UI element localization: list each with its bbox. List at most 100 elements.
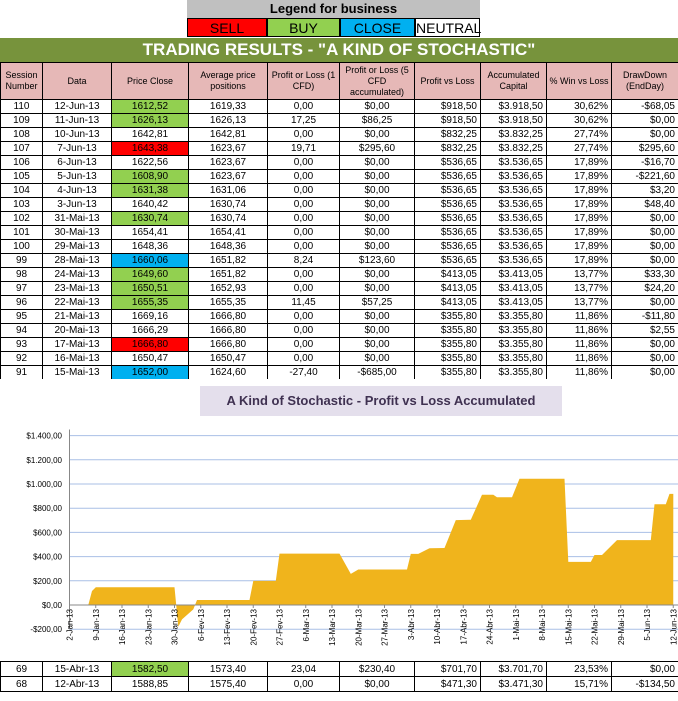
table-cell: $413,05: [414, 281, 481, 296]
table-cell: $0,00: [339, 281, 415, 296]
table-cell: 1642,81: [188, 127, 268, 142]
table-cell: -$68,05: [611, 99, 678, 114]
table-row: 68 12-Abr-13 1588,85 1575,40 0,00 $0,00 $471,3…: [0, 676, 678, 692]
table-cell: $3.536,65: [480, 239, 547, 254]
table-row: 106 6-Jun-13 1622,56 1623,67 0,00 $0,00 $536,6…: [0, 155, 678, 170]
table-cell: 1654,41: [188, 225, 268, 240]
column-header: % Win vs Loss: [546, 62, 612, 100]
table-cell: $3.355,80: [480, 323, 547, 338]
table-cell: $536,65: [414, 183, 481, 198]
table-cell: $33,30: [611, 267, 678, 282]
table-cell: $918,50: [414, 99, 481, 114]
price-close-cell: 1648,36: [111, 239, 189, 254]
table-cell: $0,00: [339, 337, 415, 352]
table-row: 97 23-Mai-13 1650,51 1652,93 0,00 $0,00 $413,0…: [0, 281, 678, 296]
price-close-cell: 1630,74: [111, 211, 189, 226]
table-cell: 17,89%: [546, 253, 612, 268]
x-tick-label: 23-Jan-13: [144, 608, 153, 645]
legend: Legend for business SELL BUY CLOSE NEUTRAL: [187, 0, 481, 37]
price-close-cell: 1666,80: [111, 337, 189, 352]
x-tick-label: 20-Fev-13: [249, 608, 258, 645]
x-tick-label: 27-Mar-13: [381, 608, 390, 645]
price-close-cell: 1626,13: [111, 113, 189, 128]
table-cell: $0,00: [611, 351, 678, 366]
table-row: 69 15-Abr-13 1582,50 1573,40 23,04 $230,40 $70…: [0, 661, 678, 677]
table-cell: 0,00: [267, 676, 340, 692]
table-cell: 28-Mai-13: [42, 253, 112, 268]
table-cell: 15,71%: [546, 676, 612, 692]
table-cell: 1650,47: [188, 351, 268, 366]
table-cell: 17,89%: [546, 183, 612, 198]
x-tick-label: 3-Abr-13: [407, 608, 416, 640]
legend-close: CLOSE: [340, 18, 415, 37]
table-cell: 17,89%: [546, 169, 612, 184]
table-cell: 1626,13: [188, 113, 268, 128]
table-cell: $0,00: [339, 197, 415, 212]
price-close-cell: 1650,47: [111, 351, 189, 366]
table-row: 108 10-Jun-13 1642,81 1642,81 0,00 $0,00 $832,…: [0, 127, 678, 142]
y-tick-label: $1.200,00: [26, 456, 62, 465]
column-header: Data: [42, 62, 112, 100]
legend-sell: SELL: [187, 18, 267, 37]
price-close-cell: 1608,90: [111, 169, 189, 184]
table-cell: 24-Mai-13: [42, 267, 112, 282]
table-cell: 0,00: [267, 239, 340, 254]
table-cell: 1575,40: [188, 676, 268, 692]
table-row: 105 5-Jun-13 1608,90 1623,67 0,00 $0,00 $536,6…: [0, 169, 678, 184]
table-cell: $3.413,05: [480, 267, 547, 282]
table-row: 93 17-Mai-13 1666,80 1666,80 0,00 $0,00 $355,8…: [0, 337, 678, 352]
table-cell: 22-Mai-13: [42, 295, 112, 310]
table-row: 99 28-Mai-13 1660,06 1651,82 8,24 $123,60 $536…: [0, 253, 678, 268]
table-cell: $0,00: [339, 183, 415, 198]
table-row: 109 11-Jun-13 1626,13 1626,13 17,25 $86,25 $91…: [0, 113, 678, 128]
table-cell: 104: [0, 183, 43, 198]
results-table-continued: 69 15-Abr-13 1582,50 1573,40 23,04 $230,40 $70…: [0, 661, 678, 692]
price-close-cell: 1654,41: [111, 225, 189, 240]
column-header: Session Number: [0, 62, 43, 100]
table-cell: $295,60: [339, 141, 415, 156]
table-cell: $471,30: [414, 676, 481, 692]
table-cell: $0,00: [611, 211, 678, 226]
table-cell: 30,62%: [546, 113, 612, 128]
table-cell: $0,00: [339, 127, 415, 142]
table-cell: 1619,33: [188, 99, 268, 114]
y-tick-label: $1.400,00: [26, 432, 62, 441]
table-cell: $0,00: [339, 323, 415, 338]
table-cell: 101: [0, 225, 43, 240]
table-cell: 16-Mai-13: [42, 351, 112, 366]
table-cell: 96: [0, 295, 43, 310]
table-cell: $0,00: [611, 295, 678, 310]
legend-title: Legend for business: [187, 0, 480, 18]
results-table: Session Number Data Price Close Average pri…: [0, 62, 678, 380]
price-close-cell: 1649,60: [111, 267, 189, 282]
table-cell: 23,04: [267, 661, 340, 677]
table-cell: 7-Jun-13: [42, 141, 112, 156]
table-cell: $57,25: [339, 295, 415, 310]
table-cell: 17,89%: [546, 155, 612, 170]
chart-title: A Kind of Stochastic - Profit vs Loss Ac…: [200, 386, 562, 416]
table-cell: 1651,82: [188, 267, 268, 282]
table-row: 110 12-Jun-13 1612,52 1619,33 0,00 $0,00 $918,…: [0, 99, 678, 114]
table-cell: 11,86%: [546, 351, 612, 366]
table-cell: 11,86%: [546, 309, 612, 324]
table-cell: 68: [0, 676, 43, 692]
table-cell: 17-Mai-13: [42, 337, 112, 352]
table-cell: $48,40: [611, 197, 678, 212]
table-cell: 97: [0, 281, 43, 296]
table-cell: $918,50: [414, 113, 481, 128]
table-cell: 12-Abr-13: [42, 676, 112, 692]
table-cell: 0,00: [267, 99, 340, 114]
price-close-cell: 1650,51: [111, 281, 189, 296]
table-cell: 91: [0, 365, 43, 380]
price-close-cell: 1640,42: [111, 197, 189, 212]
table-cell: 102: [0, 211, 43, 226]
table-cell: $3,20: [611, 183, 678, 198]
column-header: Price Close: [111, 62, 189, 100]
table-cell: 19,71: [267, 141, 340, 156]
table-cell: -$16,70: [611, 155, 678, 170]
x-tick-label: 5-Jun-13: [643, 608, 652, 640]
table-cell: $0,00: [339, 676, 415, 692]
table-cell: 6-Jun-13: [42, 155, 112, 170]
table-cell: 17,89%: [546, 211, 612, 226]
x-tick-label: 13-Fev-13: [223, 608, 232, 645]
